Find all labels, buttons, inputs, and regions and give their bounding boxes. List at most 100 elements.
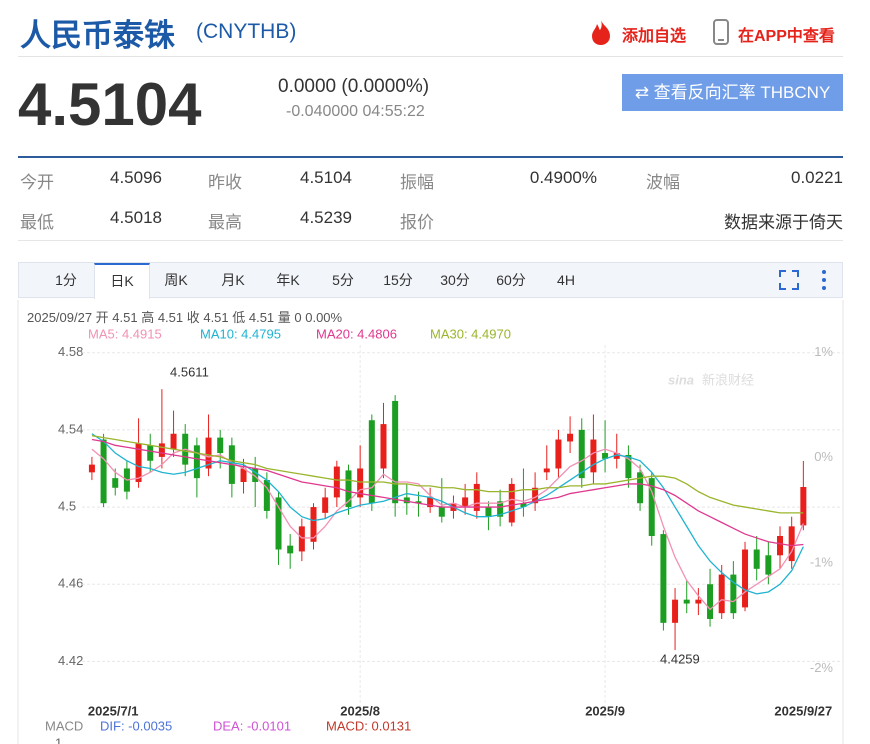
candle-body — [333, 466, 340, 498]
legend-entry: MA20: 4.4806 — [316, 326, 397, 341]
app-view[interactable]: 在APP中查看 — [738, 28, 835, 45]
candle-body — [730, 574, 737, 614]
candle-body — [672, 599, 679, 623]
candle-body — [100, 439, 107, 504]
watermark-logo: sina — [668, 372, 694, 387]
candle-body — [403, 497, 410, 504]
stat-label: 最高 — [208, 213, 242, 232]
candle-body — [368, 420, 375, 504]
y2-tick-label: 0% — [814, 449, 833, 464]
candle-body — [788, 526, 795, 562]
candle-body — [438, 507, 445, 517]
stat-value: 4.5104 — [300, 168, 352, 187]
y2-tick-label: -2% — [810, 660, 834, 675]
candle-body — [392, 400, 399, 504]
tab[interactable]: 周K — [164, 272, 188, 288]
candle-body — [217, 437, 224, 454]
macd-label: MACD: 0.0131 — [326, 718, 411, 733]
candle-body — [555, 439, 562, 469]
divider — [18, 156, 843, 158]
y2-tick-label: 1% — [814, 344, 833, 359]
candle-body — [252, 468, 259, 482]
ma-line — [91, 433, 804, 595]
x-tick-label: 2025/9/27 — [774, 703, 832, 718]
swap-icon: ⇄ — [634, 83, 654, 102]
candle-body — [613, 453, 620, 459]
candle-body — [473, 483, 480, 511]
candle-body — [357, 468, 364, 498]
candle-body — [765, 555, 772, 575]
tab[interactable]: 4H — [557, 272, 575, 288]
reverse-text: 查看反向汇率 THBCNY — [653, 83, 831, 102]
stat-value: 4.5239 — [300, 208, 352, 227]
candle-body — [112, 478, 119, 488]
candle-body — [602, 453, 609, 459]
macd-axis-label: 1 — [55, 735, 62, 744]
tab[interactable]: 日K — [94, 263, 150, 299]
tab[interactable]: 月K — [221, 272, 245, 288]
expand-icon[interactable] — [779, 270, 799, 290]
candle-body — [193, 445, 200, 479]
candle-body — [800, 487, 807, 526]
reverse-button[interactable]: ⇄ 查看反向汇率 THBCNY — [622, 74, 843, 111]
candle-body — [158, 443, 165, 457]
stat-value: 4.5018 — [110, 208, 162, 227]
add-watch[interactable]: 添加自选 — [622, 28, 687, 45]
tab[interactable]: 60分 — [496, 272, 526, 288]
ma-line — [91, 435, 804, 514]
tab[interactable]: 年K — [276, 272, 300, 288]
candle-body — [660, 534, 667, 623]
candle-body — [578, 429, 585, 479]
tab-bar: 1分 日K 周K 月K 年K 5分 15分 30分 60分 4H — [18, 262, 843, 299]
candle-body — [497, 501, 504, 517]
macd-label: DIF: -0.0035 — [100, 718, 172, 733]
chart: 4.58 4.54 4.5 4.46 4.42 1% 0% -1% -2% 2025/7/1 202… — [17, 300, 844, 744]
x-tick-label: 2025/9 — [585, 703, 625, 718]
watermark-text: 新浪财经 — [702, 372, 754, 387]
candle-body — [298, 526, 305, 552]
annotation: 4.5611 — [170, 364, 209, 379]
candle-body — [637, 472, 644, 504]
y-tick-label: 4.58 — [58, 344, 83, 359]
tab[interactable]: 1分 — [55, 272, 77, 288]
x-tick-label: 2025/8 — [340, 703, 380, 718]
change: 0.0000 (0.0000%) — [278, 76, 430, 97]
menu-glyph — [822, 270, 826, 290]
candle-body — [135, 443, 142, 482]
tab[interactable]: 30分 — [440, 272, 470, 288]
candle-body — [625, 454, 632, 479]
y2-tick-label: -1% — [810, 554, 834, 569]
stat-label: 报价 — [400, 213, 434, 232]
divider — [18, 56, 843, 57]
y-tick-label: 4.54 — [58, 421, 83, 436]
legend-entry: MA5: 4.4915 — [88, 326, 162, 341]
candle-body — [263, 480, 270, 511]
tab[interactable]: 5分 — [332, 272, 354, 288]
stat-value: 0.0221 — [791, 168, 843, 187]
candle-body — [345, 470, 352, 508]
stat-label: 波幅 — [646, 173, 680, 192]
candle-body — [567, 433, 574, 442]
stat-value: 数据来源于倚天 — [724, 213, 843, 232]
candle-body — [170, 433, 177, 450]
candle-body — [543, 468, 550, 473]
code: (CNYTHB) — [196, 20, 297, 43]
candle-body — [532, 487, 539, 504]
candle-body — [742, 549, 749, 608]
tab[interactable]: 15分 — [383, 272, 413, 288]
stat-value: 4.5096 — [110, 168, 162, 187]
candle-body — [707, 584, 714, 619]
candle-body — [777, 536, 784, 556]
candle-body — [205, 437, 212, 469]
x-tick-label: 2025/7/1 — [88, 703, 139, 718]
candle-body — [485, 507, 492, 517]
menu-icon[interactable] — [819, 268, 829, 292]
candle-body — [240, 468, 247, 482]
legend-entry: MA10: 4.4795 — [200, 326, 281, 341]
phone-icon — [713, 19, 729, 45]
candle-body — [590, 439, 597, 473]
y-tick-label: 4.46 — [58, 576, 83, 591]
candle-body — [508, 483, 515, 523]
stat-value: 0.4900% — [529, 168, 597, 187]
